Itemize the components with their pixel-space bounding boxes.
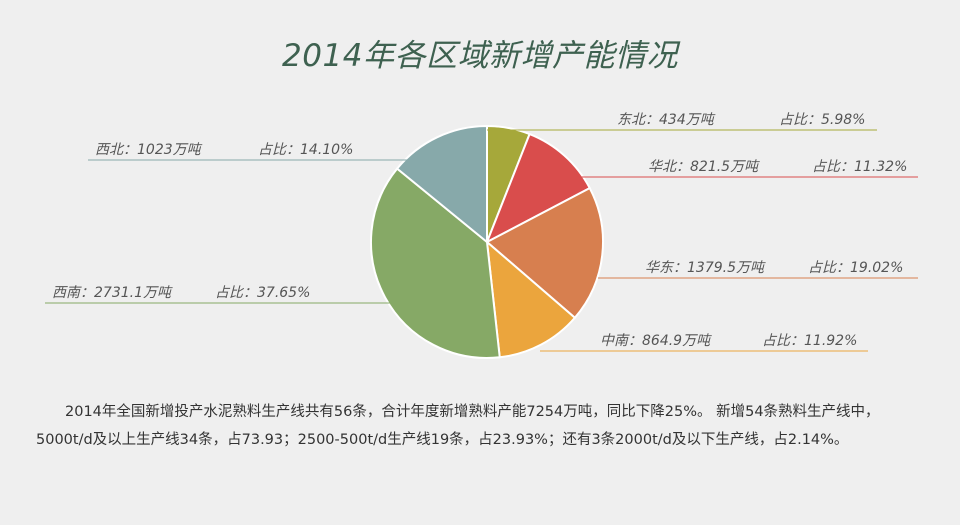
pie-slices [370, 124, 604, 359]
pie-slice-6 [395, 124, 488, 245]
slice-share-label-2: 占比：11.32% [812, 159, 907, 175]
leader-lines [45, 129, 918, 352]
slice-share-label-5: 占比：37.65% [215, 285, 310, 301]
slice-labels: 东北：434万吨 占比：5.98% 华北：821.5万吨 占比：11.32% 华东：13… [52, 112, 907, 349]
slice-share-label-3: 占比：19.02% [808, 260, 903, 276]
pie-slice-4 [485, 239, 577, 359]
slice-label-2: 华北：821.5万吨 [648, 159, 760, 175]
slice-label-1: 东北：434万吨 [617, 112, 716, 128]
pie-slice-2 [485, 132, 592, 245]
slice-share-label-1: 占比：5.98% [779, 112, 865, 128]
pie-slice-5 [370, 167, 501, 359]
slice-label-4: 中南：864.9万吨 [600, 333, 712, 349]
pie-slice-3 [485, 186, 604, 320]
slice-label-3: 华东：1379.5万吨 [645, 260, 766, 276]
slice-share-label-4: 占比：11.92% [762, 333, 857, 349]
description-paragraph: 2014年全国新增投产水泥熟料生产线共有56条，合计年度新增熟料产能7254万吨… [36, 404, 880, 448]
slice-label-6: 西北：1023万吨 [95, 142, 203, 158]
chart-title: 2014年各区域新增产能情况 [282, 38, 678, 74]
slice-share-label-6: 占比：14.10% [258, 142, 353, 158]
slice-label-5: 西南：2731.1万吨 [52, 285, 173, 301]
